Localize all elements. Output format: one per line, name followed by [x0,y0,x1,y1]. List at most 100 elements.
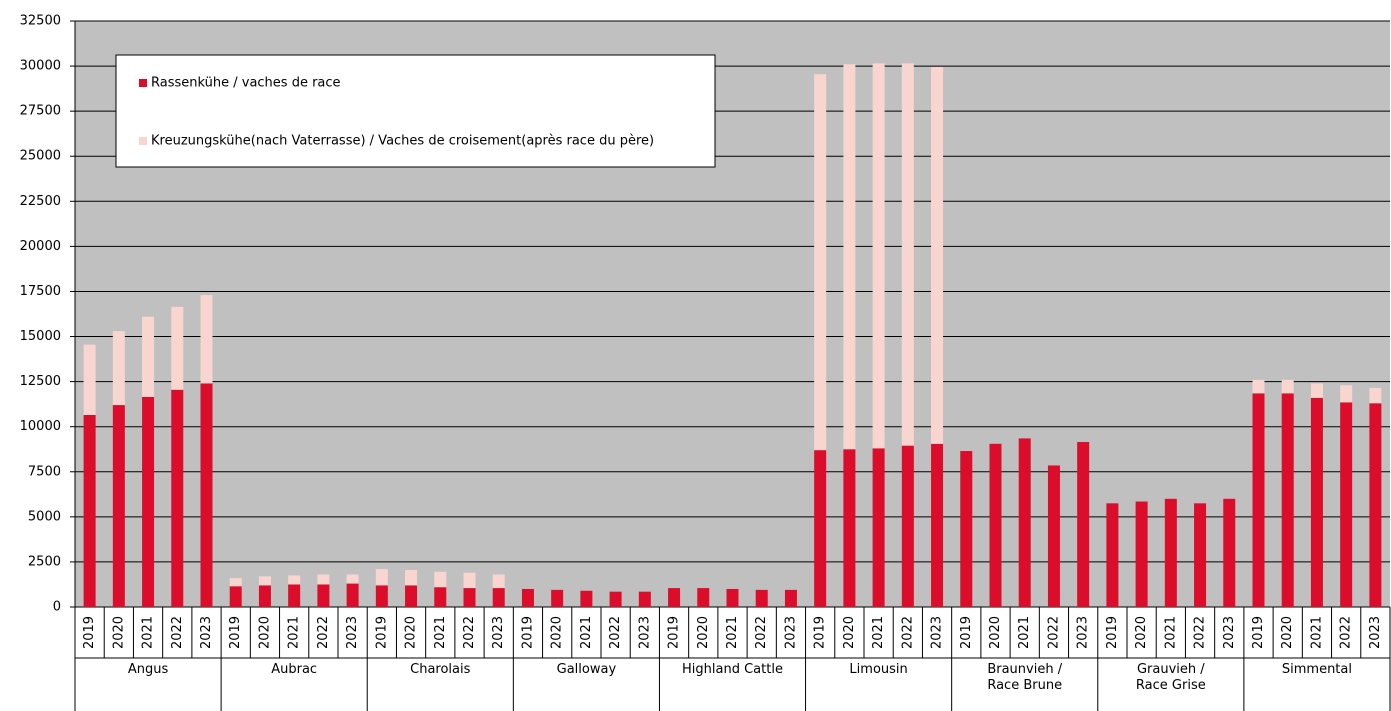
bar-segment [784,589,797,607]
group-label: Galloway [556,662,617,677]
bar-segment [83,414,96,607]
bar-segment [814,74,827,451]
bar-segment [1340,385,1353,403]
bar-segment [521,588,534,607]
legend-swatch [139,79,147,87]
x-tick-label: 2020 [550,616,565,649]
x-tick-label: 2021 [1163,616,1178,649]
x-tick-label: 2020 [988,616,1003,649]
bar-segment [1252,393,1265,607]
bar-segment [1310,397,1323,607]
x-tick-label: 2023 [930,616,945,649]
legend-swatch [139,137,147,145]
x-tick-label: 2023 [345,616,360,649]
y-tick-label: 12500 [20,374,61,389]
x-tick-label: 2022 [316,616,331,649]
bar-segment [931,443,944,607]
x-tick-label: 2021 [871,616,886,649]
x-tick-label: 2019 [374,616,389,649]
bar-segment [1135,501,1148,607]
y-tick-label: 15000 [20,329,61,344]
bar-segment [492,588,505,607]
x-tick-label: 2020 [696,616,711,649]
y-tick-label: 7500 [28,464,61,479]
group-label: Aubrac [271,662,318,677]
x-tick-label: 2022 [1046,616,1061,649]
bar-segment [463,588,476,607]
bar-segment [258,585,271,607]
x-tick-label: 2019 [228,616,243,649]
bar-segment [112,405,125,607]
x-tick-label: 2022 [170,616,185,649]
y-tick-label: 22500 [20,194,61,209]
x-tick-label: 2022 [608,616,623,649]
bar-segment [229,586,242,607]
bar-segment [901,63,914,446]
y-tick-label: 32500 [20,14,61,29]
x-tick-label: 2019 [959,616,974,649]
x-tick-label: 2019 [82,616,97,649]
bar-segment [405,585,418,607]
bar-segment [434,571,447,588]
bar-segment [288,584,301,607]
bar-segment [1106,503,1119,607]
legend-label: Kreuzungskühe(nach Vaterrasse) / Vaches … [151,134,654,149]
x-tick-label: 2020 [257,616,272,649]
bar-segment [901,445,914,607]
x-tick-label: 2021 [1017,616,1032,649]
x-tick-label: 2023 [783,616,798,649]
bar-segment [697,588,710,607]
bar-segment [1310,383,1323,398]
x-tick-label: 2022 [1339,616,1354,649]
bar-segment [1281,379,1294,394]
bar-segment [1164,498,1177,607]
x-tick-label: 2023 [199,616,214,649]
bar-segment [609,591,622,607]
bar-segment [1252,379,1265,394]
group-label: Simmental [1281,662,1352,677]
x-tick-label: 2022 [1193,616,1208,649]
group-label: Braunvieh / Race Brune [987,662,1063,693]
y-tick-label: 27500 [20,104,61,119]
x-tick-label: 2020 [842,616,857,649]
bar-segment [931,66,944,444]
bar-segment [142,316,155,397]
bar-segment [288,575,301,585]
x-tick-label: 2022 [462,616,477,649]
legend-box [115,54,716,168]
x-tick-label: 2021 [433,616,448,649]
x-tick-label: 2021 [1309,616,1324,649]
x-tick-label: 2021 [141,616,156,649]
bar-segment [726,588,739,607]
bar-segment [434,587,447,607]
x-tick-label: 2023 [637,616,652,649]
bar-segment [668,588,681,607]
x-tick-label: 2023 [491,616,506,649]
bar-segment [872,448,885,607]
bar-segment [755,589,768,607]
bar-segment [1369,387,1382,404]
bar-segment [171,389,184,607]
bar-segment [463,572,476,589]
bar-segment [843,449,856,607]
bar-segment [317,584,330,607]
bar-segment [171,306,184,390]
legend-label: Rassenkühe / vaches de race [151,76,341,91]
x-tick-label: 2023 [1368,616,1383,649]
bar-segment [1018,438,1031,607]
bar-segment [142,396,155,607]
bar-segment [258,576,271,586]
bar-segment [229,578,242,587]
group-label: Grauvieh / Race Grise [1135,662,1206,693]
group-label: Limousin [849,662,908,677]
bar-segment [960,451,973,607]
bar-segment [1077,442,1090,607]
bar-segment [872,63,885,449]
x-tick-label: 2021 [725,616,740,649]
group-label: Charolais [410,662,471,677]
x-tick-label: 2019 [667,616,682,649]
bar-segment [83,344,96,415]
group-label: Highland Cattle [682,662,783,677]
